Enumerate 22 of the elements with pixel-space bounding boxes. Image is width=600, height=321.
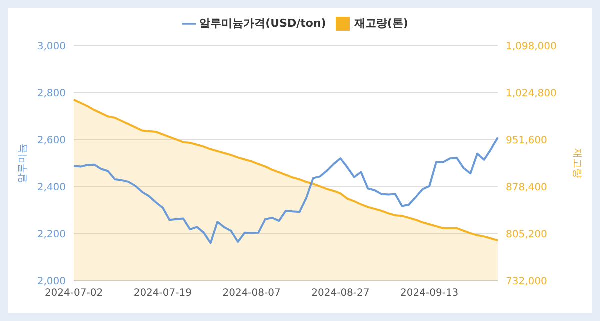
y-axis-title: 알루미늄 [18, 144, 29, 184]
x-tick-label: 2024-07-19 [134, 288, 192, 300]
x-tick-label: 2024-09-13 [400, 288, 459, 300]
y-tick-label: 2,000 [37, 276, 66, 288]
y-tick-label: 3,000 [37, 42, 66, 53]
y2-tick-label: 732,000 [506, 276, 548, 288]
y-tick-label: 2,600 [37, 136, 66, 147]
y-tick-label: 2,200 [37, 230, 66, 241]
x-tick-label: 2024-07-02 [44, 288, 104, 300]
legend-label: 재고량(톤) [354, 17, 408, 30]
y2-tick-label: 1,024,800 [506, 88, 557, 100]
y2-tick-label: 805,200 [506, 230, 548, 241]
legend-label: 알루미늄가격(USD/ton) [200, 17, 326, 30]
x-tick-label: 2024-08-07 [222, 288, 281, 300]
x-tick-label: 2024-08-27 [312, 288, 370, 300]
y2-tick-label: 1,098,000 [506, 42, 557, 53]
y2-axis-title: 재고량 [571, 148, 582, 178]
y-tick-label: 2,400 [37, 182, 66, 194]
y-tick-label: 2,800 [37, 88, 66, 100]
y2-tick-label: 878,400 [506, 182, 548, 194]
line-series [73, 136, 499, 244]
y2-tick-label: 951,600 [506, 136, 548, 147]
